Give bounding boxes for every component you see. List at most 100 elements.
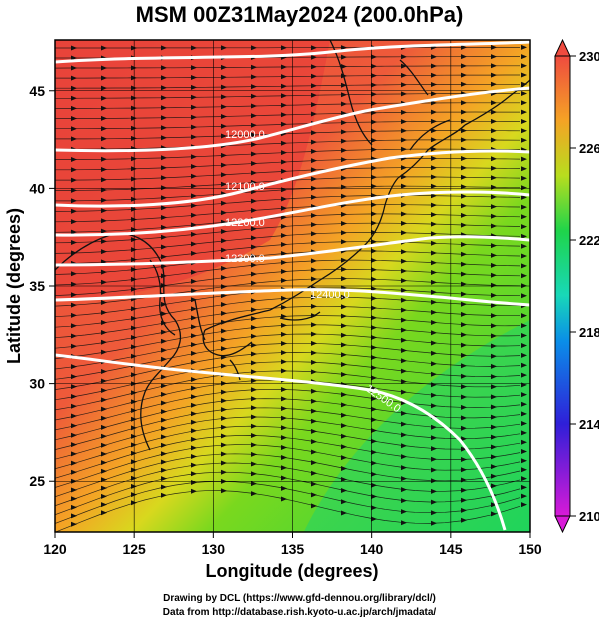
wind-arrowhead (311, 167, 317, 173)
wind-arrowhead (431, 54, 437, 60)
wind-arrowhead (341, 304, 347, 310)
wind-arrowhead (461, 100, 467, 106)
wind-arrowhead (341, 444, 347, 450)
wind-arrowhead (251, 93, 257, 99)
wind-arrowhead (521, 313, 527, 319)
wind-arrowhead (281, 278, 287, 283)
wind-arrowhead (191, 297, 197, 303)
streamline (55, 416, 521, 460)
wind-arrowhead (401, 389, 407, 395)
wind-arrowhead (371, 355, 377, 360)
wind-arrowhead (101, 115, 107, 121)
wind-arrowhead (371, 471, 377, 477)
wind-arrowhead (371, 325, 377, 331)
wind-arrowhead (71, 75, 77, 81)
wind-arrowhead (491, 223, 497, 229)
wind-arrowhead (311, 398, 317, 404)
wind-arrowhead (161, 347, 167, 353)
wind-arrowhead (431, 221, 437, 227)
wind-arrowhead (461, 44, 467, 50)
wind-arrowhead (311, 54, 317, 60)
streamline (55, 471, 521, 516)
streamline (55, 462, 521, 507)
contour-label-12200: 12200.0 (225, 217, 265, 229)
y-axis: 25 30 35 40 45 (29, 83, 55, 489)
wind-arrowhead (221, 152, 227, 158)
wind-arrowhead (431, 240, 437, 246)
wind-arrowhead (491, 323, 497, 329)
wind-arrowhead (161, 356, 167, 362)
wind-arrowhead (101, 218, 107, 224)
wind-arrowhead (491, 118, 497, 124)
wind-arrowhead (521, 476, 527, 482)
wind-arrowhead (491, 72, 497, 78)
wind-arrowhead (521, 224, 527, 230)
wind-arrowhead (491, 303, 497, 308)
contour-label-12100: 12100.0 (225, 181, 265, 193)
wind-arrowhead (431, 510, 437, 516)
wind-arrowhead (371, 147, 377, 153)
wind-arrowhead (341, 423, 347, 429)
wind-arrowhead (401, 72, 407, 78)
wind-arrowhead (71, 105, 77, 111)
wind-arrowhead (191, 306, 197, 312)
streamline (55, 185, 521, 202)
wind-arrowhead (221, 407, 227, 413)
drawing-credit: Drawing by DCL (https://www.gfd-dennou.o… (163, 593, 436, 604)
wind-arrowhead (461, 384, 467, 390)
wind-arrowhead (251, 132, 257, 138)
wind-arrowhead (431, 128, 437, 134)
wind-arrowhead (431, 165, 437, 171)
wind-arrowhead (371, 248, 377, 254)
wind-arrowhead (101, 105, 107, 111)
wind-arrowhead (191, 114, 197, 120)
wind-arrowhead (371, 505, 377, 511)
wind-arrowhead (71, 504, 77, 510)
wind-arrowhead (191, 454, 197, 459)
wind-arrowhead (341, 110, 347, 116)
wind-arrowhead (101, 397, 107, 403)
wind-arrowhead (461, 457, 467, 462)
wind-arrowhead (431, 520, 437, 526)
wind-arrowhead (521, 100, 527, 106)
wind-arrowhead (191, 359, 197, 365)
wind-arrowhead (341, 230, 347, 236)
wind-arrowhead (491, 353, 497, 359)
wind-arrowhead (161, 338, 167, 344)
x-tick-label: 125 (122, 541, 146, 557)
wind-arrowhead (521, 63, 527, 69)
streamline (55, 259, 521, 286)
wind-arrowhead (191, 462, 197, 468)
wind-arrowhead (161, 451, 167, 457)
wind-arrowhead (251, 161, 257, 166)
wind-arrowhead (311, 73, 317, 79)
wind-arrowhead (431, 63, 437, 69)
wind-arrowhead (161, 45, 167, 51)
wind-arrowhead (221, 229, 227, 234)
wind-arrowhead (401, 287, 407, 293)
wind-arrowhead (191, 94, 197, 100)
colorbar-tick-label: 218 (579, 325, 599, 340)
wind-arrowhead (191, 315, 197, 321)
wind-arrowhead (371, 174, 377, 180)
wind-arrowhead (311, 111, 317, 117)
contour-label-12400: 12400.0 (310, 289, 350, 301)
wind-arrowhead (191, 377, 197, 382)
wind-arrowhead (71, 116, 77, 121)
wind-arrowhead (191, 350, 197, 356)
wind-arrowhead (71, 333, 77, 339)
wind-arrowhead (101, 433, 107, 439)
wind-arrowhead (221, 172, 227, 178)
wind-arrowhead (251, 333, 257, 339)
wind-arrowhead (371, 73, 377, 79)
wind-arrowhead (491, 502, 497, 508)
streamline (55, 250, 521, 275)
wind-arrowhead (191, 278, 197, 284)
wind-arrowhead (251, 103, 257, 109)
wind-arrowhead (521, 204, 527, 210)
x-tick-label: 140 (360, 541, 384, 557)
wind-arrowhead (161, 442, 167, 448)
wind-arrowhead (401, 63, 407, 69)
streamline (55, 148, 521, 160)
wind-arrowhead (521, 119, 527, 124)
